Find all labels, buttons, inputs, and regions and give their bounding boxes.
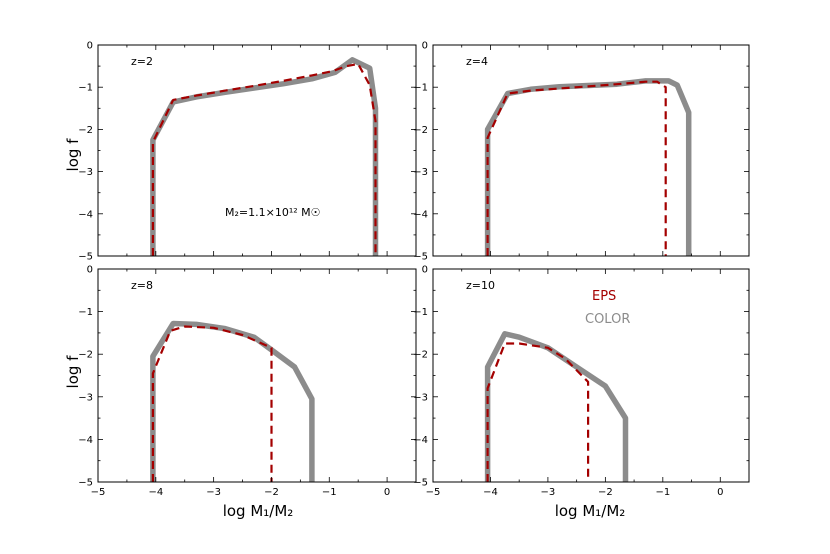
x-tick-label: −1 xyxy=(322,487,337,498)
y-tick-label: 0 xyxy=(422,265,428,276)
x-tick-label: −4 xyxy=(483,487,498,498)
x-axis-title-right: log M₁/M₂ xyxy=(555,502,626,520)
y-tick-label: −2 xyxy=(413,125,428,136)
y-tick-label: −2 xyxy=(413,350,428,361)
x-tick-label: −3 xyxy=(206,487,221,498)
y-tick-label: 0 xyxy=(422,41,428,52)
y-tick-label: −1 xyxy=(78,83,93,94)
legend-color: COLOR xyxy=(585,312,630,327)
panel-4: −5 −4 −3 −2 −1 0 −5 −4 −3 −2 −1 0 z=10 xyxy=(413,265,750,498)
x-tick-label: 0 xyxy=(717,487,723,498)
panel-label: z=10 xyxy=(466,279,495,292)
x-tick-label: −5 xyxy=(91,487,106,498)
plot-frame xyxy=(97,268,417,483)
series-color-line xyxy=(150,57,379,256)
series-color-line xyxy=(484,331,629,482)
panel-2: −5 −4 −3 −2 −1 0 z=4 xyxy=(413,41,750,263)
y-tick-label: −5 xyxy=(413,252,428,263)
y-tick-label: −1 xyxy=(413,307,428,318)
y-tick-label: −2 xyxy=(78,350,93,361)
y-tick-label: 0 xyxy=(87,41,93,52)
panel-1: −5 −4 −3 −2 −1 0 z=2 xyxy=(78,41,417,263)
y-tick-label: −2 xyxy=(78,125,93,136)
mass-annotation: M₂=1.1×10¹² M☉ xyxy=(225,206,321,219)
x-tick-label: −3 xyxy=(541,487,556,498)
y-tick-label: −1 xyxy=(78,307,93,318)
series-color-line xyxy=(150,320,315,482)
x-tick-label: −1 xyxy=(655,487,670,498)
panel-label: z=8 xyxy=(131,279,153,292)
x-tick-label: −4 xyxy=(148,487,163,498)
y-tick-label: −4 xyxy=(413,435,428,446)
y-tick-label: −1 xyxy=(413,83,428,94)
x-axis-title-left: log M₁/M₂ xyxy=(223,502,294,520)
series-eps-line xyxy=(486,342,590,482)
y-tick-label: −3 xyxy=(413,167,428,178)
series-eps-line xyxy=(486,80,667,256)
panel-3: −5 −4 −3 −2 −1 0 −5 −4 −3 −2 −1 0 z=8 xyxy=(78,265,417,498)
y-tick-label: −4 xyxy=(78,435,93,446)
y-tick-label: −5 xyxy=(413,478,428,489)
x-tick-label: −5 xyxy=(426,487,441,498)
y-tick-label: −3 xyxy=(78,167,93,178)
x-tick-label: −2 xyxy=(598,487,613,498)
panel-label: z=4 xyxy=(466,55,488,68)
y-tick-label: −3 xyxy=(78,392,93,403)
y-tick-label: −5 xyxy=(78,478,93,489)
y-tick-label: 0 xyxy=(87,265,93,276)
y-axis-title-bottom: log f xyxy=(64,355,82,389)
x-tick-label: 0 xyxy=(384,487,390,498)
series-eps-line xyxy=(151,62,377,256)
x-tick-label: −2 xyxy=(264,487,279,498)
series-color-line xyxy=(484,78,692,256)
plot-frame xyxy=(432,44,750,257)
y-tick-label: −5 xyxy=(78,252,93,263)
y-tick-label: −4 xyxy=(413,209,428,220)
panel-label: z=2 xyxy=(131,55,153,68)
legend-eps: EPS xyxy=(592,289,616,304)
y-tick-label: −3 xyxy=(413,392,428,403)
y-tick-label: −4 xyxy=(78,209,93,220)
series-eps-line xyxy=(151,325,273,482)
y-axis-title-top: log f xyxy=(64,138,82,172)
